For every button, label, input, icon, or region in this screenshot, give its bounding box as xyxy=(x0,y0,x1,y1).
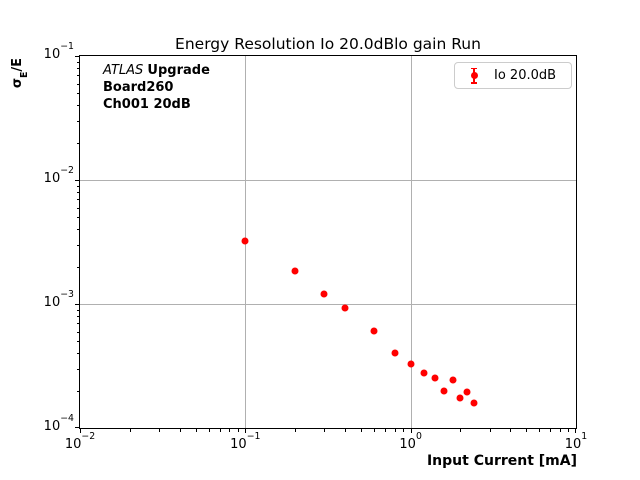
y-tick-label: 10−2 xyxy=(43,165,74,186)
y-minor-tick xyxy=(76,75,80,77)
annotation-block: ATLAS Upgrade Board260 Ch001 20dB xyxy=(103,62,210,113)
x-minor-tick xyxy=(229,428,231,432)
x-minor-tick xyxy=(360,428,362,432)
y-minor-tick xyxy=(76,353,80,355)
x-minor-tick xyxy=(237,428,239,432)
y-minor-tick xyxy=(76,266,80,268)
experiment-name: ATLAS xyxy=(103,63,144,78)
x-major-tick xyxy=(245,428,247,433)
data-point xyxy=(407,360,415,368)
y-minor-tick xyxy=(76,142,80,144)
y-minor-tick xyxy=(76,316,80,318)
y-minor-tick xyxy=(76,83,80,85)
x-major-tick xyxy=(80,428,81,433)
y-minor-tick xyxy=(76,105,80,107)
x-tick-label: 10−2 xyxy=(64,431,96,452)
y-tick-label: 10−1 xyxy=(43,41,74,62)
x-minor-tick xyxy=(129,428,131,432)
x-minor-tick xyxy=(394,428,396,432)
x-major-tick xyxy=(575,428,576,433)
y-minor-tick xyxy=(76,207,80,209)
x-minor-tick xyxy=(324,428,326,432)
y-minor-tick xyxy=(76,390,80,392)
experiment-tag: Upgrade xyxy=(147,63,210,78)
plot-area xyxy=(75,55,577,433)
x-minor-tick xyxy=(295,428,297,432)
x-minor-tick xyxy=(559,428,561,432)
data-point xyxy=(449,376,457,384)
data-point xyxy=(431,374,439,382)
data-point xyxy=(470,399,478,407)
y-minor-tick xyxy=(76,61,80,63)
x-major-tick xyxy=(410,428,412,433)
data-point xyxy=(370,327,378,335)
legend: Io 20.0dB xyxy=(454,62,572,89)
y-minor-tick xyxy=(76,68,80,70)
y-minor-tick xyxy=(76,341,80,343)
data-point xyxy=(291,267,299,275)
y-minor-tick xyxy=(76,199,80,201)
data-point xyxy=(341,304,349,312)
data-point xyxy=(241,237,249,245)
x-minor-tick xyxy=(344,428,346,432)
errorbar-cap-bottom xyxy=(471,82,477,84)
x-minor-tick xyxy=(539,428,541,432)
x-minor-tick xyxy=(373,428,375,432)
x-minor-tick xyxy=(550,428,552,432)
legend-entry-label: Io 20.0dB xyxy=(494,68,557,83)
x-gridline xyxy=(410,56,412,428)
x-minor-tick xyxy=(460,428,462,432)
chart-title: Energy Resolution Io 20.0dBlo gain Run xyxy=(175,35,481,53)
x-minor-tick xyxy=(219,428,221,432)
data-point xyxy=(320,290,328,298)
y-minor-tick xyxy=(76,368,80,370)
y-major-tick xyxy=(75,56,80,57)
y-minor-tick xyxy=(76,192,80,194)
y-major-tick xyxy=(75,304,80,305)
y-major-tick xyxy=(75,427,80,428)
x-tick-label: 100 xyxy=(399,431,422,452)
x-minor-tick xyxy=(489,428,491,432)
x-minor-tick xyxy=(195,428,197,432)
x-minor-tick xyxy=(158,428,160,432)
errorbar-cap-top xyxy=(471,67,477,69)
x-tick-label: 10−1 xyxy=(230,431,261,452)
y-minor-tick xyxy=(76,244,80,246)
y-minor-tick xyxy=(76,323,80,325)
y-minor-tick xyxy=(76,331,80,333)
y-minor-tick xyxy=(76,93,80,95)
data-point xyxy=(463,388,471,396)
x-minor-tick xyxy=(179,428,181,432)
annotation-board: Board260 xyxy=(103,80,174,95)
y-tick-label: 10−4 xyxy=(43,413,74,434)
data-point xyxy=(420,369,428,377)
x-axis-label: Input Current [mA] xyxy=(426,453,577,469)
x-tick-label: 101 xyxy=(564,431,588,452)
x-minor-tick xyxy=(510,428,512,432)
y-gridline xyxy=(80,180,576,181)
y-minor-tick xyxy=(76,309,80,311)
marker-dot xyxy=(470,72,478,79)
y-minor-tick xyxy=(76,185,80,187)
errorbar-marker-icon xyxy=(468,67,480,84)
annotation-channel: Ch001 20dB xyxy=(103,97,191,112)
x-minor-tick xyxy=(385,428,387,432)
data-point xyxy=(456,394,464,402)
y-minor-tick xyxy=(76,229,80,231)
data-point xyxy=(440,387,448,395)
x-minor-tick xyxy=(568,428,570,432)
x-minor-tick xyxy=(208,428,210,432)
x-minor-tick xyxy=(403,428,405,432)
y-minor-tick xyxy=(76,217,80,219)
y-tick-label: 10−3 xyxy=(43,289,74,310)
y-gridline xyxy=(80,304,576,305)
y-major-tick xyxy=(75,180,80,181)
y-minor-tick xyxy=(76,120,80,122)
annotation-line-1: ATLAS Upgrade xyxy=(103,62,210,79)
data-point xyxy=(391,349,399,357)
x-minor-tick xyxy=(526,428,528,432)
